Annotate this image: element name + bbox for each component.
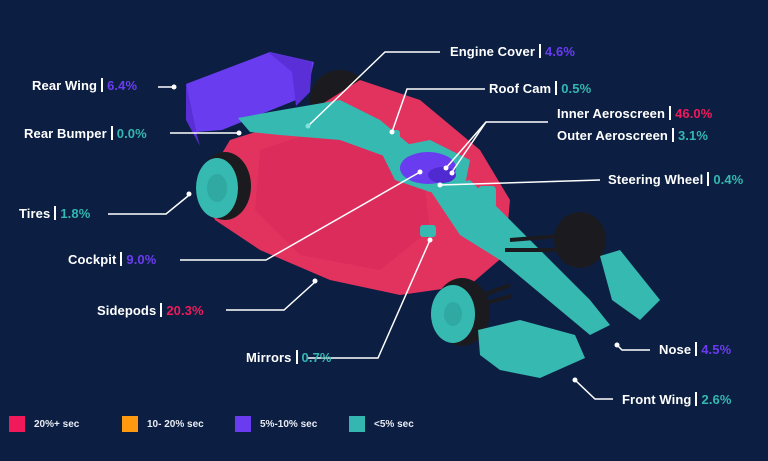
legend-swatch — [122, 416, 138, 432]
label-inner-aeroscreen: Inner Aeroscreen 46.0% — [557, 106, 713, 121]
label-rear-wing: Rear Wing 6.4% — [32, 78, 138, 93]
legend-swatch — [9, 416, 25, 432]
separator — [555, 81, 558, 95]
label-mirrors: Mirrors 0.7% — [246, 350, 332, 365]
leader-dots — [171, 84, 620, 383]
label-tires: Tires 1.8% — [19, 206, 91, 221]
label-engine-cover: Engine Cover 4.6% — [450, 44, 576, 59]
legend: 20%+ sec 10- 20% sec 5%-10% sec <5% sec — [9, 416, 414, 432]
separator — [669, 106, 672, 120]
separator — [101, 78, 104, 92]
label-outer-aeroscreen: Outer Aeroscreen 3.1% — [557, 128, 708, 143]
separator — [160, 303, 163, 317]
leader-lines — [108, 51, 650, 400]
separator — [695, 392, 698, 406]
separator — [539, 44, 541, 58]
label-steering-wheel: Steering Wheel 0.4% — [608, 172, 744, 187]
label-sidepods: Sidepods 20.3% — [97, 303, 204, 318]
separator — [295, 350, 298, 364]
separator — [110, 126, 113, 140]
separator — [695, 342, 698, 356]
label-rear-bumper: Rear Bumper 0.0% — [24, 126, 147, 141]
legend-item-lt5: <5% sec — [349, 416, 414, 432]
legend-item-5-10: 5%-10% sec — [235, 416, 349, 432]
separator — [671, 128, 674, 142]
label-roof-cam: Roof Cam 0.5% — [489, 81, 592, 96]
label-cockpit: Cockpit 9.0% — [68, 252, 157, 267]
legend-item-10-20: 10- 20% sec — [122, 416, 235, 432]
separator — [120, 252, 123, 266]
rear-wing-shape — [186, 52, 314, 146]
legend-swatch — [349, 416, 365, 432]
label-nose: Nose 4.5% — [659, 342, 732, 357]
legend-swatch — [235, 416, 251, 432]
separator — [54, 206, 57, 220]
label-front-wing: Front Wing 2.6% — [622, 392, 732, 407]
separator — [707, 172, 710, 186]
legend-item-20-plus: 20%+ sec — [9, 416, 122, 432]
